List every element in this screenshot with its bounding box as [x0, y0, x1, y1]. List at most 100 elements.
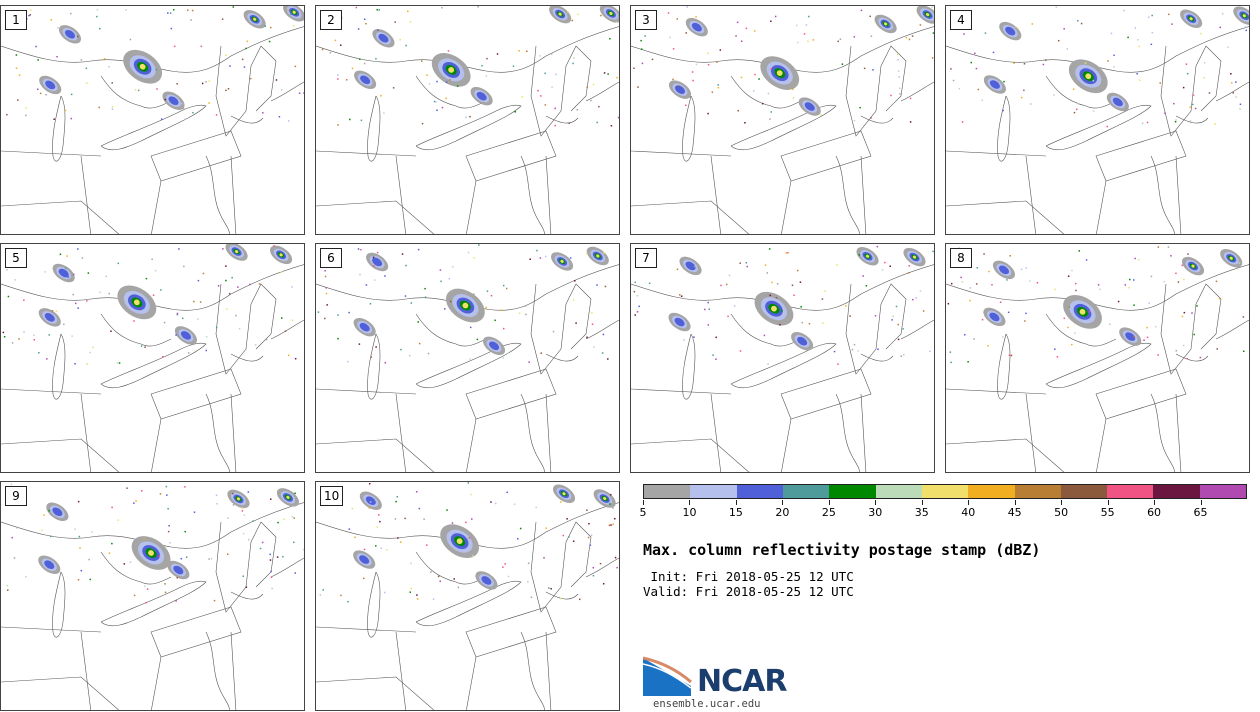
reflectivity-speck [591, 312, 593, 314]
reflectivity-speck [1148, 302, 1150, 304]
reflectivity-speck [446, 509, 448, 511]
reflectivity-speck [205, 349, 208, 352]
reflectivity-speck [6, 584, 9, 587]
reflectivity-speck [494, 502, 497, 505]
reflectivity-speck [761, 102, 764, 105]
reflectivity-speck [146, 588, 149, 590]
map-outline [52, 571, 66, 638]
reflectivity-cell [776, 70, 783, 76]
reflectivity-speck [952, 79, 955, 82]
reflectivity-speck [874, 21, 877, 24]
reflectivity-map [316, 482, 619, 710]
reflectivity-speck [181, 317, 184, 320]
reflectivity-speck [197, 318, 199, 320]
reflectivity-speck [404, 295, 407, 297]
reflectivity-speck [897, 338, 900, 341]
reflectivity-speck [225, 308, 228, 310]
reflectivity-speck [417, 248, 420, 251]
reflectivity-speck [293, 517, 295, 519]
reflectivity-speck [1199, 32, 1202, 35]
reflectivity-speck [599, 562, 602, 565]
colorbar-segment [829, 485, 876, 498]
reflectivity-speck [754, 73, 756, 76]
reflectivity-speck [98, 106, 100, 109]
map-outline [80, 155, 237, 234]
reflectivity-speck [169, 12, 172, 14]
reflectivity-speck [651, 58, 654, 61]
reflectivity-speck [1009, 255, 1011, 257]
reflectivity-speck [507, 352, 509, 354]
colorbar-tick [828, 500, 830, 505]
reflectivity-speck [421, 122, 424, 125]
reflectivity-speck [181, 102, 183, 105]
reflectivity-speck [502, 357, 505, 359]
reflectivity-speck [76, 35, 79, 38]
reflectivity-cell [562, 492, 566, 496]
reflectivity-speck [168, 525, 170, 527]
map-outline [730, 75, 802, 109]
reflectivity-speck [376, 8, 378, 11]
reflectivity-speck [911, 35, 914, 37]
reflectivity-speck [135, 500, 137, 502]
reflectivity-speck [601, 352, 604, 354]
reflectivity-speck [270, 26, 272, 29]
map-panel-3: 3 [630, 5, 935, 235]
reflectivity-speck [891, 319, 893, 321]
reflectivity-speck [192, 111, 194, 114]
reflectivity-speck [1106, 125, 1109, 128]
reflectivity-speck [410, 562, 412, 565]
reflectivity-cell [797, 336, 808, 346]
reflectivity-speck [616, 76, 618, 79]
reflectivity-speck [245, 47, 247, 50]
reflectivity-cell [1005, 26, 1016, 36]
reflectivity-speck [544, 104, 547, 106]
reflectivity-speck [294, 572, 296, 574]
map-outline [1, 26, 304, 73]
map-outline [780, 130, 872, 182]
reflectivity-speck [715, 358, 717, 360]
reflectivity-speck [961, 121, 964, 123]
reflectivity-speck [578, 598, 581, 601]
reflectivity-speck [348, 528, 351, 530]
reflectivity-speck [384, 361, 387, 364]
reflectivity-speck [907, 272, 910, 274]
reflectivity-speck [89, 578, 92, 581]
reflectivity-speck [247, 538, 250, 541]
reflectivity-speck [593, 346, 595, 348]
reflectivity-speck [919, 290, 922, 292]
reflectivity-speck [1175, 272, 1177, 275]
reflectivity-speck [410, 587, 413, 590]
reflectivity-speck [337, 74, 339, 76]
reflectivity-speck [1244, 26, 1247, 28]
map-outline [946, 388, 1065, 472]
reflectivity-speck [231, 276, 233, 279]
reflectivity-speck [1080, 22, 1083, 25]
reflectivity-speck [294, 65, 297, 68]
map-panel-5: 5 [0, 243, 305, 473]
colorbar-tick-label: 55 [1100, 506, 1115, 519]
reflectivity-speck [610, 493, 612, 496]
reflectivity-speck [1208, 92, 1211, 94]
reflectivity-speck [298, 92, 301, 94]
reflectivity-speck [707, 52, 709, 55]
reflectivity-speck [269, 498, 272, 500]
reflectivity-speck [909, 121, 912, 123]
reflectivity-speck [841, 63, 844, 65]
reflectivity-speck [88, 558, 90, 561]
reflectivity-speck [1045, 59, 1047, 61]
reflectivity-speck [1092, 79, 1095, 82]
reflectivity-speck [183, 108, 185, 110]
reflectivity-speck [586, 336, 588, 339]
map-outline [1045, 342, 1152, 389]
reflectivity-speck [363, 548, 366, 551]
reflectivity-speck [249, 77, 252, 80]
reflectivity-speck [922, 310, 925, 312]
reflectivity-cell [481, 576, 492, 585]
reflectivity-cell [998, 265, 1009, 275]
reflectivity-speck [1187, 253, 1189, 255]
colorbar-ticks: 5 10 15 20 25 30 35 40 45 50 55 60 65 [640, 500, 1247, 520]
colorbar-tick [689, 500, 691, 505]
reflectivity-speck [603, 252, 605, 254]
reflectivity-speck [415, 491, 418, 493]
reflectivity-speck [276, 556, 279, 558]
